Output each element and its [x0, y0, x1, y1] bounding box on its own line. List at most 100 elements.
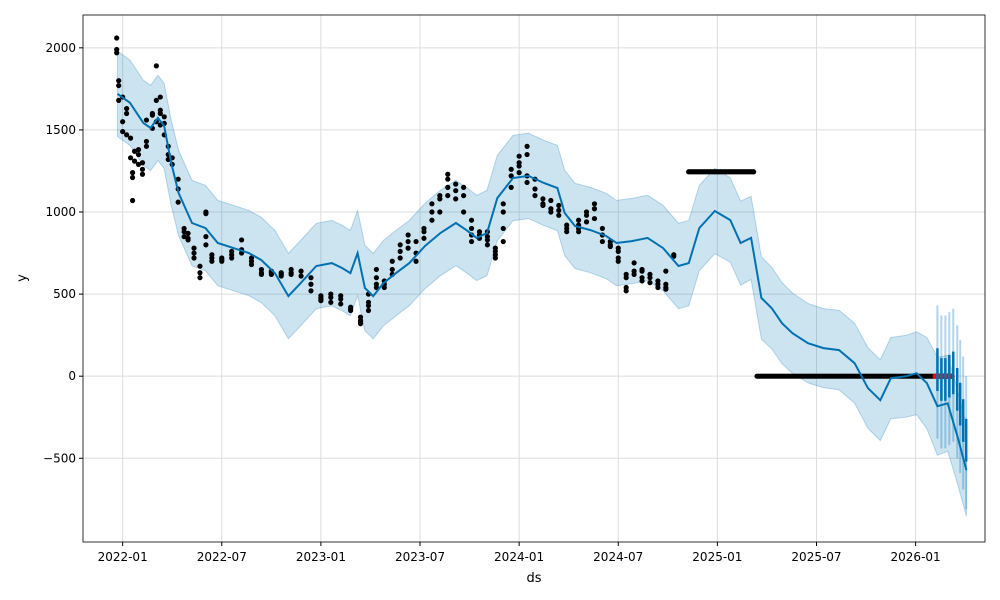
observed-point	[615, 258, 621, 264]
observed-point	[576, 229, 582, 235]
observed-point	[124, 132, 130, 138]
observed-point	[429, 217, 435, 223]
observed-point	[365, 307, 372, 314]
observed-point	[492, 255, 498, 261]
y-tick-label: −500	[43, 451, 76, 465]
observed-point	[185, 237, 191, 243]
observed-point	[655, 284, 661, 291]
observed-point	[116, 78, 122, 84]
observed-point	[116, 97, 122, 103]
observed-point	[298, 273, 304, 279]
observed-point	[191, 255, 197, 261]
observed-point	[203, 234, 209, 240]
observed-point	[153, 63, 159, 69]
observed-point	[639, 278, 645, 284]
observed-point	[348, 307, 354, 314]
observed-point	[203, 242, 209, 248]
observed-point	[197, 275, 203, 281]
observed-point	[181, 229, 187, 235]
observed-point	[484, 234, 491, 240]
observed-point	[623, 288, 629, 294]
observed-point	[751, 169, 757, 175]
x-tick-label: 2025-01	[692, 550, 742, 564]
observed-point	[591, 215, 598, 222]
observed-point	[583, 209, 590, 215]
observed-point	[453, 181, 459, 187]
observed-point	[135, 147, 142, 153]
observed-point	[453, 188, 459, 194]
x-tick-label: 2026-01	[891, 550, 941, 564]
observed-point	[365, 302, 372, 309]
observed-point	[468, 238, 475, 245]
observed-point	[258, 271, 265, 277]
observed-point	[308, 275, 314, 281]
observed-point	[647, 275, 653, 281]
observed-point	[129, 197, 136, 204]
observed-point	[631, 260, 637, 266]
observed-point	[591, 201, 598, 207]
observed-point	[405, 232, 411, 238]
observed-point	[143, 143, 150, 149]
observed-point	[120, 128, 126, 135]
observed-point	[663, 286, 669, 292]
observed-point	[524, 143, 530, 149]
observed-point	[328, 291, 334, 297]
observed-point	[318, 293, 324, 299]
observed-point	[540, 202, 546, 209]
observed-point	[500, 238, 506, 245]
observed-point	[524, 151, 530, 158]
observed-point	[556, 202, 562, 209]
observed-point	[298, 268, 304, 274]
observed-point	[338, 296, 344, 302]
x-tick-label: 2022-07	[197, 550, 247, 564]
observed-point	[135, 151, 142, 158]
observed-point	[508, 166, 514, 172]
observed-point	[445, 184, 451, 190]
grid	[83, 15, 985, 542]
observed-point	[671, 252, 677, 258]
uncertainty-area	[117, 50, 967, 517]
observed-point	[248, 261, 255, 268]
observed-point	[445, 171, 451, 177]
observed-point	[461, 209, 467, 215]
observed-point	[397, 248, 403, 255]
observed-point	[631, 271, 637, 277]
observed-point	[278, 273, 284, 279]
observed-point	[149, 112, 155, 118]
observed-point	[461, 184, 467, 190]
observed-point	[143, 117, 150, 123]
observed-point	[157, 110, 163, 117]
observed-point	[445, 176, 451, 182]
observed-point	[468, 217, 475, 223]
observed-point	[175, 176, 181, 182]
observed-point	[500, 209, 506, 215]
observed-point	[639, 266, 645, 273]
observed-point	[583, 219, 590, 225]
observed-point	[532, 186, 538, 192]
observed-point	[576, 217, 582, 223]
observed-point	[124, 105, 130, 112]
observed-point	[548, 197, 554, 204]
observed-point	[203, 211, 209, 217]
observed-point	[389, 258, 395, 264]
observed-point	[397, 242, 403, 248]
observed-point	[139, 171, 146, 177]
x-tick-label: 2025-07	[791, 550, 841, 564]
x-axis-label: ds	[526, 571, 541, 586]
observed-point	[357, 317, 364, 323]
observed-point	[338, 301, 344, 307]
observed-point	[556, 207, 562, 213]
observed-point	[181, 234, 187, 240]
observed-point	[131, 148, 138, 154]
observed-point	[524, 179, 530, 186]
observed-point	[421, 235, 427, 241]
plot-frame	[82, 14, 986, 543]
observed-point	[437, 209, 443, 215]
observed-point	[615, 248, 621, 255]
observed-point	[413, 258, 419, 264]
observed-point	[556, 212, 562, 218]
observed-point	[647, 280, 653, 286]
observed-point	[157, 94, 163, 100]
